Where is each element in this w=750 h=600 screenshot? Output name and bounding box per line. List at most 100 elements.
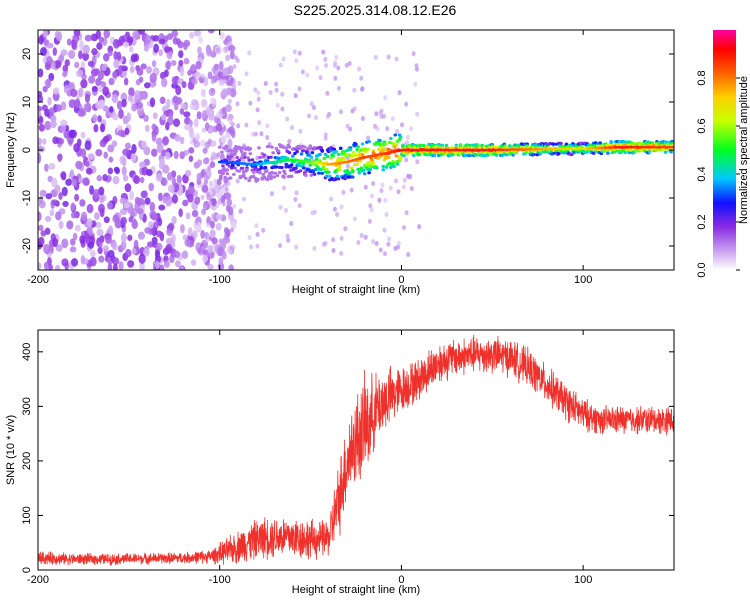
spectrogram-noise-cell [123,77,129,86]
spectrogram-ridge-cell [269,177,273,181]
spectrogram-noise-cell [80,131,86,139]
spectrogram-noise-cell [159,264,165,270]
spectrogram-noise-cell [108,77,115,86]
spectrogram-haze-cell [338,109,343,115]
spectrogram-haze-cell [255,243,260,249]
spectrogram-noise-cell [79,235,86,244]
spectrogram-ridge-cell [274,165,279,169]
spectrogram-haze-cell [227,98,232,104]
spectrogram-haze-cell [395,128,400,134]
spectrogram-haze-cell [278,243,283,249]
spectrogram-noise-cell [170,60,177,67]
spectrogram-noise-cell [103,135,110,143]
spectrogram-noise-cell [118,129,125,137]
spectrogram-ridge-cell [337,165,342,169]
spectrogram-ridge-cell [367,139,371,144]
spectrogram-ridge-cell [444,143,449,147]
spectrogram-noise-cell [158,38,166,45]
spectrogram-noise-cell [196,111,202,120]
spectrogram-noise-cell [50,120,57,129]
spectrogram-noise-cell [62,200,69,207]
spectrogram-haze-cell [321,49,326,55]
spectrogram-noise-cell [54,264,61,270]
spectrogram-noise-cell [39,189,47,197]
spectrogram-ridge-cell [326,170,331,174]
spectrogram-ridge-cell [290,154,295,158]
spectrogram-haze-cell [325,90,330,96]
spectrogram-noise-cell [80,211,88,222]
spectrogram-ridge-cell [256,177,260,182]
spectrogram-noise-cell [183,111,191,118]
spectrogram-haze-cell [349,187,354,193]
spectrogram-haze-cell [285,233,290,239]
spectrogram-noise-cell [75,69,84,78]
spectrogram-ridge-cell [281,145,285,149]
spectrogram-noise-cell [181,81,187,89]
spectrogram-noise-cell [161,177,168,186]
spectrogram-haze-cell [253,131,258,137]
spectrogram-noise-cell [185,212,191,220]
spectrogram-haze-cell [323,132,328,138]
spectrogram-noise-cell [191,99,199,106]
spectrogram-noise-cell [71,257,79,267]
colorbar-tick-label: 0.6 [696,118,708,133]
spectrogram-noise-cell [108,156,114,163]
spectrogram-haze-cell [347,61,352,67]
spectrogram-haze-cell [255,232,260,238]
spectrogram-noise-cell [171,215,177,225]
spectrogram-noise-cell [162,136,169,146]
spectrogram-haze-cell [283,207,288,213]
spectrogram-noise-cell [166,33,173,41]
spectrogram-ridge-cell [551,142,556,146]
spectrogram-noise-cell [44,120,52,131]
spectrogram-ridge-cell [219,177,223,181]
spectrogram-noise-cell [171,76,178,85]
spectrogram-ridge-cell [250,158,255,162]
spectrogram-noise-cell [123,201,130,209]
spectrogram-ridge-cell [647,150,652,154]
spectrogram-noise-cell [222,67,229,77]
spectrogram-ridge-cell [309,173,314,177]
spectrogram-noise-cell [173,118,181,127]
spectrogram-noise-cell [131,103,138,112]
spectrogram-noise-cell [187,193,194,203]
spectrogram-noise-cell [181,250,189,259]
spectrogram-haze-cell [274,81,279,87]
spectrogram-noise-cell [148,182,155,192]
spectrogram-noise-cell [87,153,95,160]
spectrogram-noise-cell [38,224,44,232]
spectrogram-noise-cell [158,49,163,57]
spectrogram-haze-cell [205,191,210,197]
spectrogram-noise-cell [136,101,144,109]
spectrogram-haze-cell [369,207,374,213]
spectrogram-ridge-cell [342,157,346,161]
spectrogram-x-ticks: -200 -100 0 100 [27,30,592,286]
spectrogram-ridge-cell [556,151,561,156]
spectrogram-ridge-cell [377,147,381,152]
spectrogram-noise-cell [174,260,181,268]
spectrogram-ridge-cell [415,144,419,148]
spectrogram-haze-cell [210,87,215,93]
spectrogram-ridge-cell [247,158,251,162]
spectrogram-haze-cell [409,125,414,131]
spectrogram-noise-cell [90,250,96,258]
spectrogram-haze-cell [232,203,237,209]
spectrogram-haze-cell [293,197,298,203]
spectrogram-haze-cell [257,120,262,126]
spectrogram-noise-cell [167,184,175,193]
spectrogram-noise-cell [165,121,170,131]
spectrogram-noise-cell [55,244,63,252]
spectrogram-noise-cell [220,135,227,144]
spectrogram-noise-cell [230,221,237,230]
spectrogram-noise-cell [179,136,185,145]
spectrogram-y-tick-label: -20 [21,238,33,254]
spectrogram-ridge-cell [371,161,376,166]
spectrogram-noise-cell [143,146,151,156]
spectrogram-noise-cell [159,158,166,167]
spectrogram-noise-cell [47,96,52,106]
spectrogram-noise-cell [38,115,44,125]
spectrogram-noise-cell [66,38,72,46]
spectrogram-haze-cell [204,167,209,173]
spectrogram-haze-cell [393,245,398,251]
spectrogram-ridge-cell [277,170,282,175]
